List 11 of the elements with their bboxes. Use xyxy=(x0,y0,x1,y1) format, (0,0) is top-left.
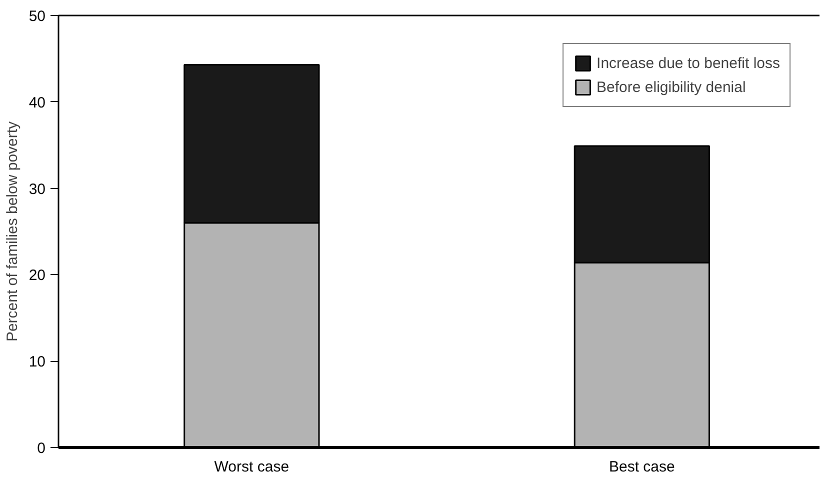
legend-label: Before eligibility denial xyxy=(596,78,746,96)
y-tick-label: 50 xyxy=(28,8,46,25)
y-axis-title: Percent of families below poverty xyxy=(4,120,21,342)
x-tick-label: Best case xyxy=(609,458,675,476)
y-tick-label: 40 xyxy=(28,94,46,112)
y-tick-label: 20 xyxy=(28,267,46,284)
x-tick-label: Worst case xyxy=(214,458,290,476)
y-tick-label: 10 xyxy=(28,354,46,371)
y-tick-label: 30 xyxy=(28,180,46,198)
legend-label: Increase due to benefit loss xyxy=(596,54,780,72)
y-tick-label: 0 xyxy=(37,440,46,457)
